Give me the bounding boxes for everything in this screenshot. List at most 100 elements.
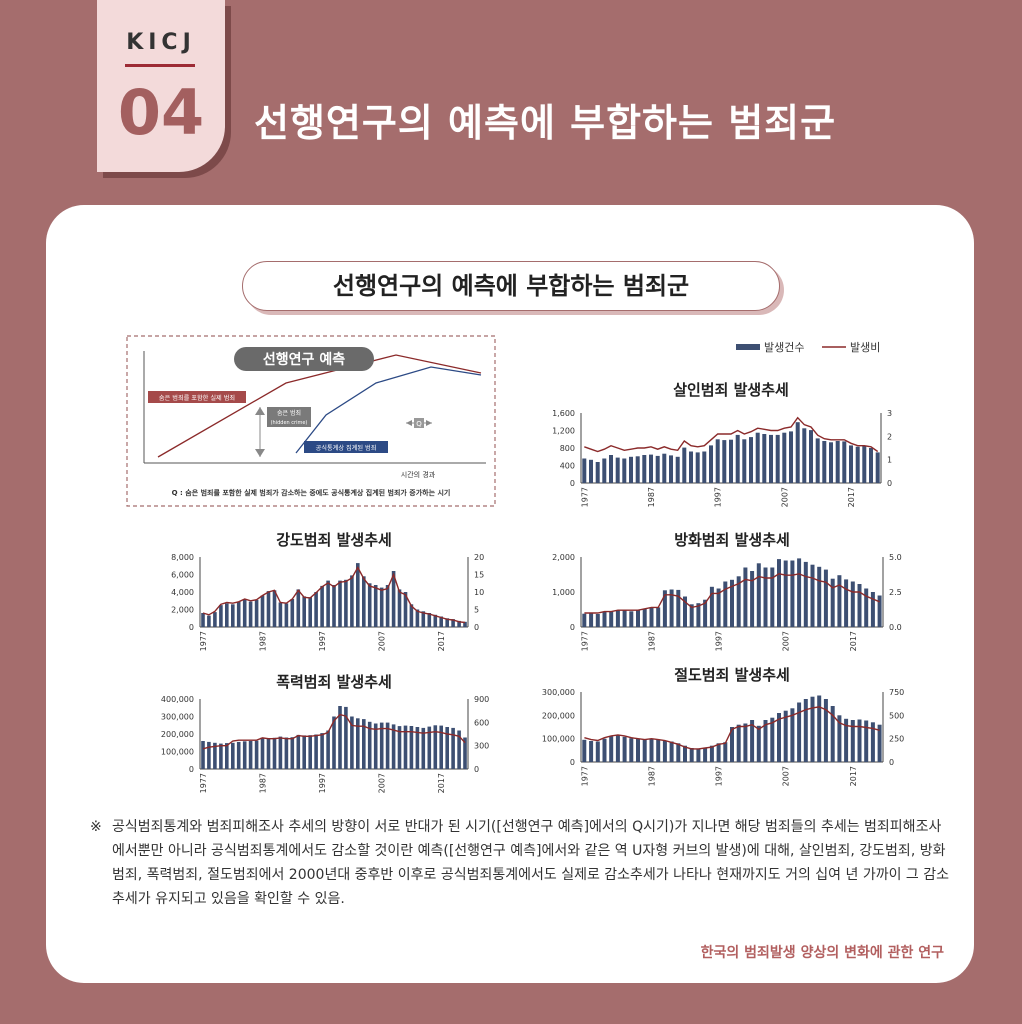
bar (750, 571, 755, 627)
bar (862, 445, 867, 483)
bar (735, 434, 740, 483)
bar (254, 740, 259, 769)
bar (790, 708, 795, 762)
bar (338, 580, 342, 627)
bar (850, 581, 855, 627)
bar (463, 737, 467, 769)
bar (589, 741, 594, 762)
prediction-diagram: 선행연구 예측 숨은 범죄를 포함한 실제 범죄 숨은 범죄 (hidden c… (126, 335, 496, 507)
bar (642, 608, 647, 627)
y-tick-left: 0 (570, 479, 575, 488)
y-tick-right: 1 (887, 456, 892, 465)
bar (870, 592, 875, 627)
bar (789, 431, 793, 483)
bar (662, 453, 667, 483)
bar (669, 589, 674, 627)
rate-line (202, 713, 466, 750)
bar (669, 455, 673, 483)
bar (272, 737, 277, 769)
bar (850, 720, 855, 762)
bar (409, 604, 414, 628)
bar (284, 603, 289, 627)
bar (797, 558, 802, 627)
x-tick: 1987 (259, 773, 268, 793)
official-crime-line (295, 366, 482, 454)
bar (649, 454, 653, 483)
x-tick: 2017 (849, 631, 858, 651)
bar (589, 459, 593, 483)
bar (709, 445, 713, 483)
chart-title: 폭력범죄 발생추세 (276, 673, 392, 691)
y-tick-right: 15 (474, 571, 484, 580)
bar (629, 611, 634, 628)
bar (296, 589, 301, 627)
x-tick: 1987 (648, 631, 657, 651)
y-tick-right: 500 (889, 711, 904, 720)
chart-robbery: 강도범죄 발생추세 0 2,000 4,000 6,000 8,000 0 5 10 15 20 19… (171, 531, 484, 651)
bar (803, 699, 808, 762)
y-tick-left: 0 (570, 623, 575, 632)
bar (314, 592, 318, 627)
bar (582, 613, 587, 627)
bar (248, 601, 253, 627)
chart-title: 절도범죄 발생추세 (674, 666, 790, 684)
bar (875, 452, 880, 483)
y-tick-left: 1,200 (552, 427, 575, 436)
bar (669, 741, 674, 762)
y-tick-right: 750 (889, 688, 904, 697)
bar (397, 589, 402, 627)
diagram-title: 선행연구 예측 (263, 352, 345, 368)
x-tick: 1987 (259, 631, 268, 651)
y-tick-left: 100,000 (161, 748, 194, 757)
x-tick: 2007 (780, 487, 789, 507)
y-tick-left: 200,000 (161, 730, 194, 739)
bar (783, 560, 788, 627)
y-tick-left: 200,000 (542, 711, 575, 720)
bar (696, 748, 701, 762)
bar (736, 724, 741, 762)
bar (696, 603, 701, 627)
bar (635, 456, 640, 483)
bar (676, 589, 681, 627)
bar (790, 560, 795, 627)
bar (595, 614, 600, 627)
bar (302, 596, 306, 627)
bar (421, 727, 426, 769)
bar (362, 576, 366, 628)
chart-arson: 방화범죄 발생추세 0 1,000 2,000 0.0 2.5 5.0 1977 1987 199… (552, 531, 902, 651)
y-tick-right: 0 (474, 765, 479, 774)
bar (815, 438, 820, 483)
y-tick-left: 0 (189, 765, 194, 774)
x-tick: 1997 (715, 766, 724, 786)
bar (750, 720, 755, 762)
bar (743, 723, 748, 762)
bar (777, 713, 781, 762)
bar (742, 439, 747, 484)
bar (855, 446, 860, 483)
bar (433, 725, 438, 770)
chart-theft: 절도범죄 발생추세 0 100,000 200,000 300,000 0 250 500 75… (542, 666, 904, 786)
bar (723, 581, 728, 627)
bar (278, 602, 283, 627)
bar (756, 725, 761, 762)
bar (231, 742, 235, 770)
bar (810, 696, 815, 762)
bar (844, 579, 849, 627)
bar (769, 434, 773, 483)
source-citation: 한국의 범죄발생 양상의 변화에 관한 연구 (700, 945, 944, 961)
bar (817, 695, 822, 762)
bar (356, 718, 360, 770)
bar (463, 621, 467, 628)
y-tick-right: 0 (474, 623, 479, 632)
bar (451, 619, 455, 627)
arrow-up-icon (255, 407, 265, 415)
bar (775, 434, 780, 483)
y-tick-right: 0.0 (889, 623, 902, 632)
bar (332, 585, 336, 627)
bar (385, 585, 390, 627)
y-tick-right: 3 (887, 409, 892, 418)
x-tick: 2007 (378, 773, 387, 793)
bar (367, 721, 372, 770)
bar (723, 742, 728, 762)
bar (296, 734, 301, 769)
